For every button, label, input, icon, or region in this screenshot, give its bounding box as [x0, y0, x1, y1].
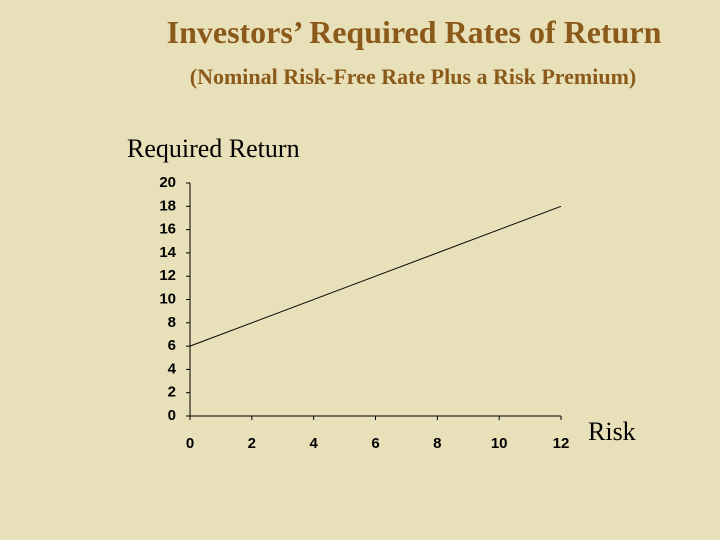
x-tick-label: 6 [371, 435, 379, 452]
y-tick-label: 16 [159, 221, 176, 238]
y-tick-label: 10 [159, 290, 176, 307]
x-tick-label: 10 [491, 435, 508, 452]
y-tick-label: 18 [159, 197, 176, 214]
x-axis-label: Risk [588, 417, 636, 446]
subtitle: (Nominal Risk-Free Rate Plus a Risk Prem… [190, 64, 636, 89]
y-tick-label: 6 [168, 337, 176, 354]
y-tick-label: 8 [168, 314, 176, 331]
x-tick-label: 4 [309, 435, 318, 452]
y-tick-label: 4 [168, 360, 177, 377]
title: Investors’ Required Rates of Return [167, 14, 662, 50]
y-tick-label: 12 [159, 267, 176, 284]
x-tick-label: 12 [553, 435, 570, 452]
x-tick-label: 8 [433, 435, 441, 452]
series-line [189, 205, 562, 347]
x-tick-label: 2 [248, 435, 256, 452]
y-tick-label: 14 [159, 244, 176, 261]
y-tick-label: 20 [159, 174, 176, 191]
y-tick-label: 2 [168, 384, 176, 401]
y-tick-label: 0 [168, 407, 176, 424]
y-axis-label: Required Return [127, 134, 300, 163]
x-tick-label: 0 [186, 435, 194, 452]
